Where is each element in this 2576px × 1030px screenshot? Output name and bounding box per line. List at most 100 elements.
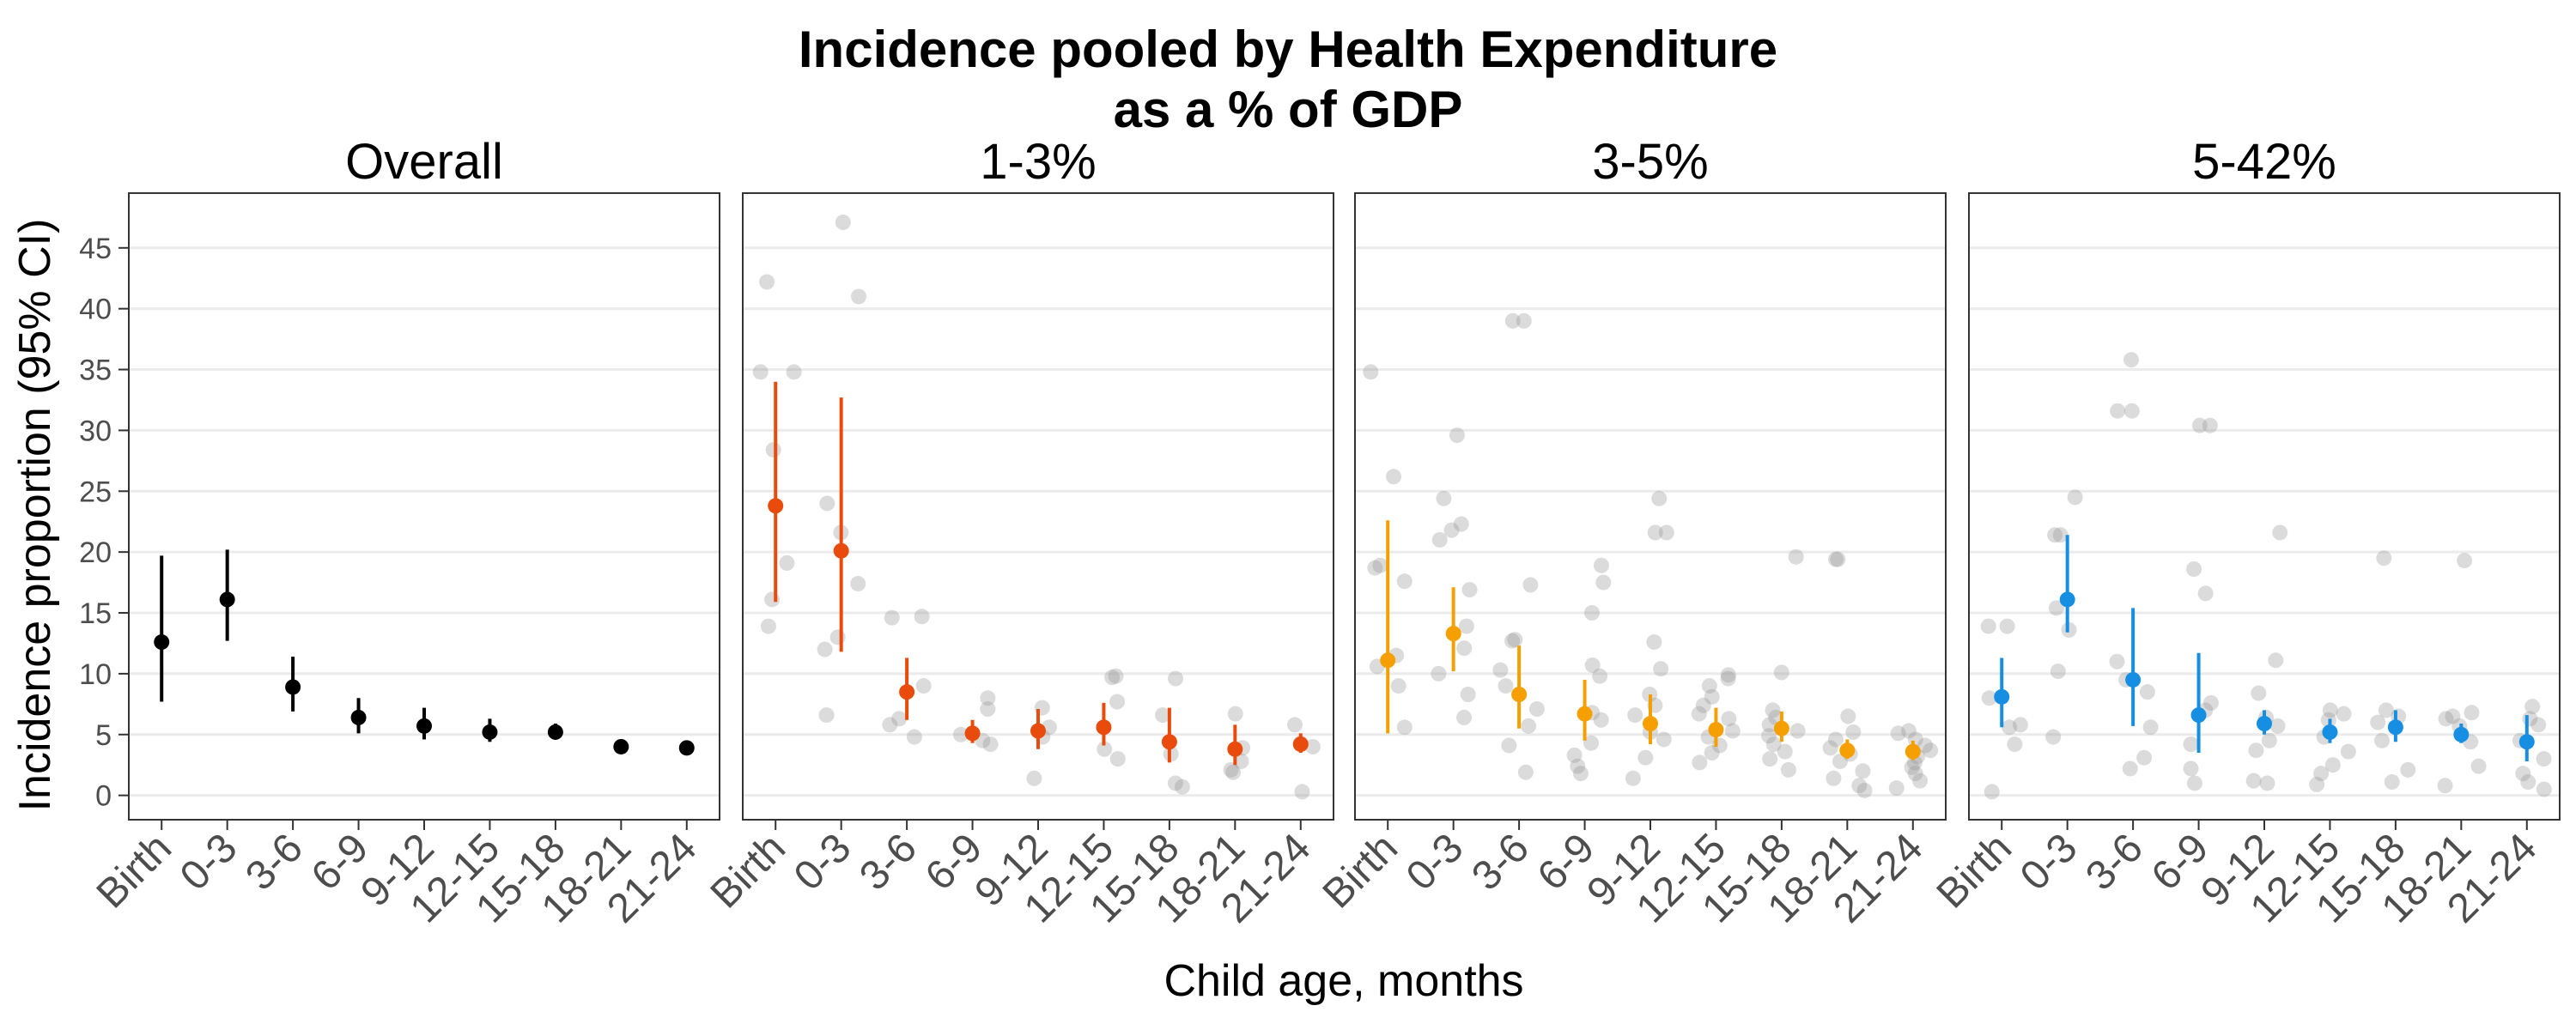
study-point <box>1917 737 1934 754</box>
study-point <box>2142 719 2159 736</box>
estimate-point <box>2453 726 2470 742</box>
study-point <box>2012 717 2028 733</box>
study-point <box>1516 312 1532 329</box>
study-point <box>829 629 846 645</box>
study-point <box>2052 527 2069 543</box>
estimate-point <box>1030 723 1046 739</box>
study-point <box>2520 774 2537 791</box>
estimate-point <box>678 740 695 756</box>
study-point <box>1923 742 1939 759</box>
estimate-point <box>2190 707 2207 724</box>
y-tick-label: 5 <box>95 719 112 752</box>
study-point <box>1890 725 1906 742</box>
study-point <box>2139 684 2155 700</box>
study-point <box>2007 736 2023 753</box>
estimate-point <box>613 738 629 754</box>
study-point <box>1501 737 1517 754</box>
study-point <box>1984 784 2000 800</box>
study-point <box>1167 775 1183 791</box>
study-point <box>2445 708 2461 724</box>
study-point <box>1832 753 1848 769</box>
study-point <box>1695 697 1711 713</box>
study-point <box>2530 717 2547 733</box>
estimate-point <box>964 725 981 742</box>
study-point <box>1656 731 1672 748</box>
study-point <box>1498 678 1514 694</box>
estimate-point <box>1708 722 1724 738</box>
study-point <box>2437 778 2453 794</box>
y-axis-label: Incidence proportion (95% CI) <box>10 219 60 812</box>
estimate-point <box>1292 736 1309 753</box>
study-point <box>1904 760 1920 776</box>
study-point <box>1396 719 1413 736</box>
study-point <box>1851 778 1868 794</box>
study-point <box>1431 531 1448 548</box>
study-point <box>1704 745 1720 761</box>
estimate-point <box>1839 742 1856 759</box>
estimate-point <box>2322 724 2338 740</box>
study-point <box>1704 688 1720 705</box>
study-point <box>1647 524 1663 541</box>
study-point <box>1912 772 1929 789</box>
panel-title: 1-3% <box>980 134 1096 190</box>
study-point <box>1761 717 1777 733</box>
study-point <box>1773 664 1789 681</box>
y-tick-label: 30 <box>79 415 112 447</box>
study-point <box>1595 574 1612 591</box>
study-point <box>1721 711 1737 727</box>
study-point <box>2309 776 2325 792</box>
estimate-point <box>1643 716 1658 732</box>
study-point <box>1888 780 1905 797</box>
study-point <box>1720 667 1736 683</box>
study-point <box>2378 702 2394 718</box>
estimate-point <box>1577 706 1593 722</box>
study-point <box>2245 772 2262 789</box>
study-point <box>760 618 776 634</box>
study-point <box>1981 690 1997 706</box>
estimate-point <box>1445 626 1461 642</box>
study-point <box>2340 743 2356 760</box>
study-point <box>982 736 999 753</box>
study-point <box>1646 634 1662 651</box>
estimate-point <box>219 591 235 608</box>
study-point <box>1653 661 1669 677</box>
study-point <box>1583 735 1599 751</box>
study-point <box>1522 577 1539 593</box>
study-point <box>2122 760 2138 777</box>
study-point <box>1294 784 1310 800</box>
chart-title-line-2: as a % of GDP <box>1114 81 1463 138</box>
study-point <box>2313 766 2330 782</box>
y-tick-label: 10 <box>79 658 112 691</box>
study-point <box>2183 760 2199 777</box>
study-point <box>850 576 866 592</box>
study-point <box>2376 550 2392 566</box>
study-point <box>2268 652 2284 669</box>
panel-0: OverallBirth0-33-66-99-1212-1515-1818-21… <box>88 134 720 932</box>
y-tick-label: 20 <box>79 536 112 569</box>
study-point <box>2322 702 2338 718</box>
study-point <box>817 641 833 657</box>
study-point <box>1822 740 1838 756</box>
study-point <box>2370 714 2386 730</box>
study-point <box>2050 663 2066 680</box>
study-point <box>2248 742 2264 759</box>
study-point <box>835 215 851 231</box>
estimate-point <box>285 679 301 695</box>
y-tick-label: 0 <box>95 780 112 813</box>
study-point <box>2202 417 2218 433</box>
study-point <box>1840 708 1856 724</box>
study-point <box>1396 573 1413 590</box>
study-point <box>818 707 835 724</box>
study-point <box>2109 653 2125 670</box>
y-tick-label: 45 <box>79 233 112 265</box>
estimate-point <box>1905 743 1921 760</box>
estimate-point <box>1096 719 1112 736</box>
study-point <box>1980 618 1996 634</box>
study-point <box>1223 761 1239 778</box>
study-point <box>1436 490 1452 506</box>
study-point <box>1456 709 1473 725</box>
study-point <box>1900 723 1917 739</box>
estimate-point <box>154 634 170 651</box>
study-point <box>1517 764 1534 780</box>
study-point <box>1701 678 1717 694</box>
